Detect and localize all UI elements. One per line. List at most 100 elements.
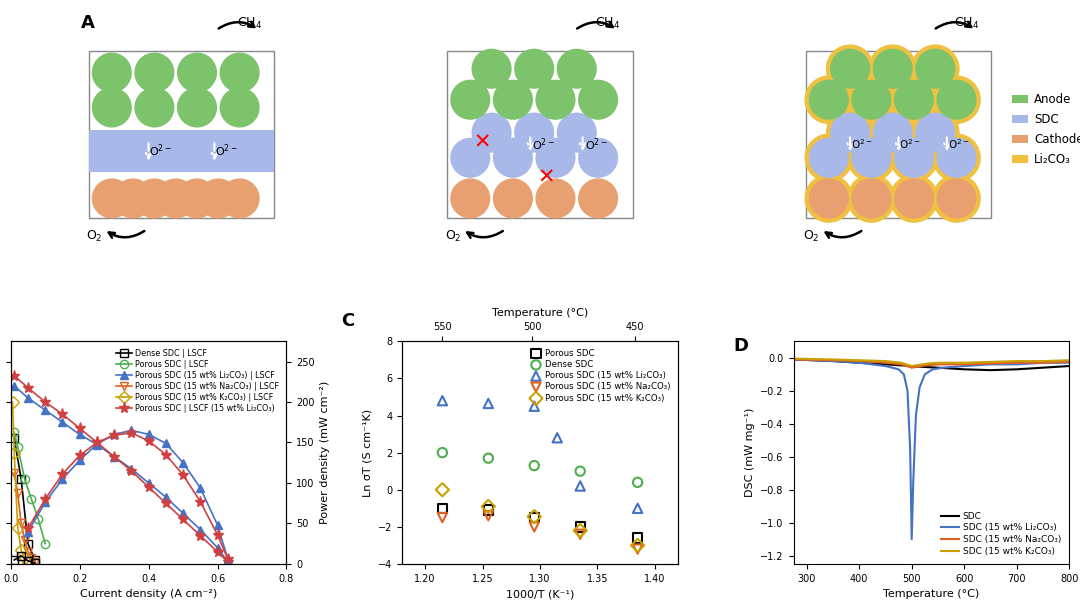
SDC (15 wt% Na₂CO₃) xyxy=(1037,359,1050,367)
Porous SDC (15 wt% Na₂CO₃) | LSCF xyxy=(28,558,41,566)
Porous SDC (15 wt% Li₂CO₃) | LSCF xyxy=(177,509,190,517)
Circle shape xyxy=(933,76,981,123)
Porous SDC (15 wt% Na₂CO₃) | LSCF xyxy=(25,554,38,562)
Porous SDC (15 wt% K₂CO₃) | LSCF xyxy=(22,558,35,566)
Circle shape xyxy=(494,80,532,119)
SDC (15 wt% Na₂CO₃) xyxy=(931,360,944,368)
SDC (15 wt% Li₂CO₃) xyxy=(1010,360,1023,368)
Porous SDC (15 wt% Li₂CO₃) | LSCF xyxy=(193,526,206,533)
Circle shape xyxy=(869,45,916,93)
Line: Porous SDC (15 wt% Li₂CO₃) | LSCF: Porous SDC (15 wt% Li₂CO₃) | LSCF xyxy=(10,382,232,566)
Porous SDC (15 wt% Na₂CO₃) xyxy=(434,512,451,522)
Porous SDC | LSCF (15 wt% Li₂CO₃) xyxy=(91,439,104,446)
Porous SDC (15 wt% K₂CO₃) | LSCF xyxy=(6,398,19,406)
SDC (15 wt% Na₂CO₃) xyxy=(916,362,929,370)
Circle shape xyxy=(916,50,955,88)
SDC xyxy=(826,357,839,365)
Text: O$^{2-}$: O$^{2-}$ xyxy=(851,137,873,151)
SDC (15 wt% Na₂CO₃) xyxy=(921,362,934,369)
SDC (15 wt% Li₂CO₃) xyxy=(901,387,914,394)
Porous SDC (15 wt% Na₂CO₃) | LSCF xyxy=(22,548,35,555)
SDC (15 wt% Li₂CO₃) xyxy=(907,478,920,485)
Circle shape xyxy=(848,134,895,181)
X-axis label: 1000/T (K⁻¹): 1000/T (K⁻¹) xyxy=(505,589,575,600)
Circle shape xyxy=(874,50,912,88)
Bar xyxy=(806,51,991,218)
Porous SDC (15 wt% Na₂CO₃) | LSCF xyxy=(15,520,28,527)
SDC xyxy=(853,359,866,367)
Text: O$^{2-}$: O$^{2-}$ xyxy=(948,137,970,151)
Circle shape xyxy=(933,175,981,222)
SDC (15 wt% Li₂CO₃) xyxy=(918,371,931,378)
Circle shape xyxy=(536,80,575,119)
SDC (15 wt% K₂CO₃) xyxy=(958,359,971,367)
Dense SDC xyxy=(434,447,451,457)
Porous SDC (15 wt% Na₂CO₃) xyxy=(526,522,543,531)
Dense SDC xyxy=(571,466,589,476)
SDC (15 wt% K₂CO₃) xyxy=(826,356,839,363)
Circle shape xyxy=(890,175,937,222)
Porous SDC | LSCF (15 wt% Li₂CO₃) xyxy=(221,558,234,566)
SDC xyxy=(787,356,800,363)
Circle shape xyxy=(579,139,618,177)
Porous SDC (15 wt% Li₂CO₃) xyxy=(526,402,543,411)
Circle shape xyxy=(93,88,131,127)
Porous SDC | LSCF (15 wt% Li₂CO₃) xyxy=(73,425,86,432)
SDC xyxy=(905,362,918,370)
SDC (15 wt% Li₂CO₃) xyxy=(826,357,839,365)
Circle shape xyxy=(220,179,259,218)
Text: O$_2$: O$_2$ xyxy=(445,229,461,244)
Circle shape xyxy=(826,109,874,156)
Circle shape xyxy=(199,179,238,218)
Dense SDC | LSCF xyxy=(8,435,21,442)
Porous SDC (15 wt% Li₂CO₃) xyxy=(629,503,646,513)
SDC xyxy=(1063,362,1076,370)
SDC (15 wt% Na₂CO₃) xyxy=(853,357,866,365)
Circle shape xyxy=(848,76,895,123)
Circle shape xyxy=(806,175,852,222)
X-axis label: Current density (A cm⁻²): Current density (A cm⁻²) xyxy=(80,589,217,600)
SDC (15 wt% Na₂CO₃) xyxy=(1010,359,1023,367)
SDC (15 wt% Li₂CO₃) xyxy=(853,359,866,367)
Dense SDC xyxy=(480,453,497,463)
Porous SDC xyxy=(526,512,543,522)
SDC xyxy=(984,367,997,374)
Line: SDC (15 wt% K₂CO₃): SDC (15 wt% K₂CO₃) xyxy=(794,359,1069,366)
Porous SDC (15 wt% K₂CO₃) | LSCF xyxy=(18,554,31,562)
Porous SDC | LSCF (15 wt% Li₂CO₃) xyxy=(39,398,52,406)
Circle shape xyxy=(135,88,174,127)
Porous SDC (15 wt% K₂CO₃) xyxy=(526,512,543,522)
Circle shape xyxy=(806,134,852,181)
Circle shape xyxy=(93,179,131,218)
Bar xyxy=(89,130,274,172)
SDC (15 wt% K₂CO₃) xyxy=(910,362,923,369)
Dense SDC | LSCF xyxy=(22,540,35,547)
Circle shape xyxy=(937,179,976,218)
SDC (15 wt% Na₂CO₃) xyxy=(1063,358,1076,365)
Porous SDC (15 wt% Li₂CO₃) | LSCF xyxy=(22,394,35,402)
Porous SDC (15 wt% K₂CO₃) | LSCF xyxy=(15,546,28,554)
Porous SDC | LSCF xyxy=(39,540,52,547)
Porous SDC xyxy=(480,505,497,515)
Porous SDC | LSCF (15 wt% Li₂CO₃) xyxy=(177,516,190,523)
Porous SDC (15 wt% Li₂CO₃) | LSCF xyxy=(160,493,173,501)
SDC (15 wt% K₂CO₃) xyxy=(905,362,918,370)
SDC (15 wt% Li₂CO₃) xyxy=(984,360,997,368)
Porous SDC (15 wt% Li₂CO₃) | LSCF xyxy=(91,441,104,448)
Circle shape xyxy=(494,179,532,218)
Circle shape xyxy=(912,45,959,93)
Porous SDC (15 wt% Na₂CO₃) | LSCF xyxy=(8,469,21,476)
Porous SDC xyxy=(434,503,451,513)
SDC xyxy=(1010,365,1023,373)
SDC (15 wt% Li₂CO₃) xyxy=(909,412,922,419)
SDC (15 wt% Na₂CO₃) xyxy=(826,357,839,364)
Porous SDC (15 wt% Li₂CO₃) | LSCF xyxy=(143,479,156,487)
SDC (15 wt% Li₂CO₃) xyxy=(913,384,926,391)
Circle shape xyxy=(937,80,976,119)
SDC (15 wt% Na₂CO₃) xyxy=(900,362,913,370)
Porous SDC (15 wt% Na₂CO₃) | LSCF xyxy=(11,489,24,497)
SDC (15 wt% Li₂CO₃) xyxy=(904,445,917,452)
SDC (15 wt% Na₂CO₃) xyxy=(905,364,918,371)
X-axis label: Temperature (°C): Temperature (°C) xyxy=(883,589,980,600)
Circle shape xyxy=(894,179,933,218)
